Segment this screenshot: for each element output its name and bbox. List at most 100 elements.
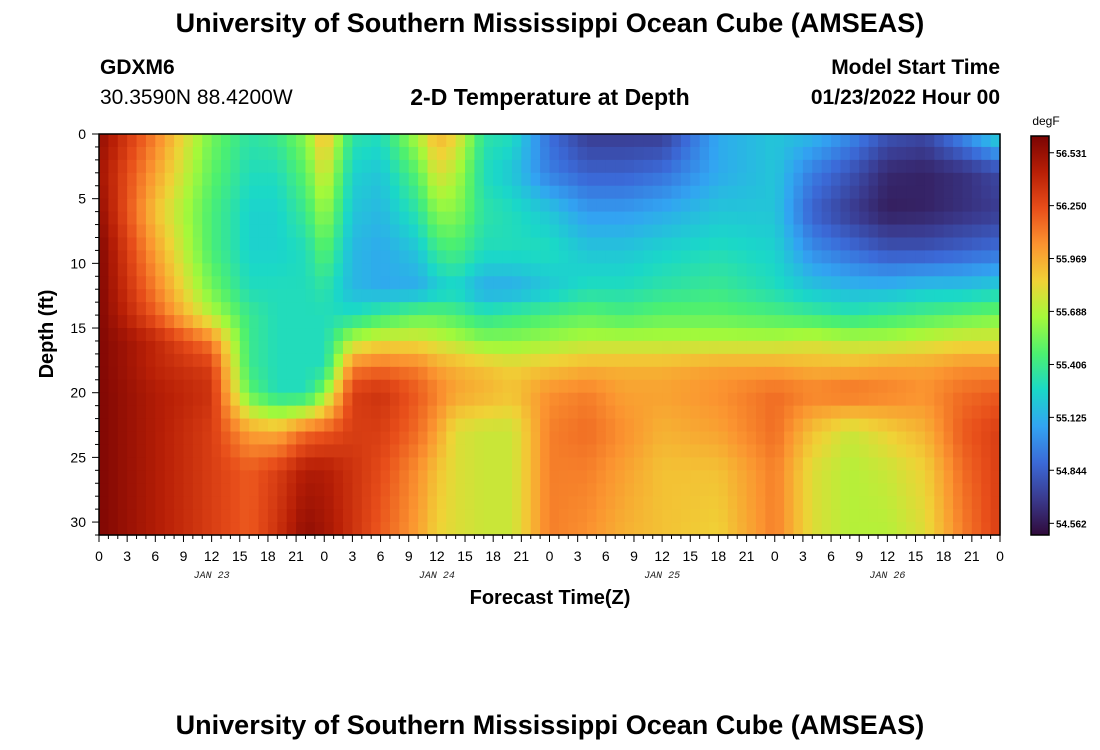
heatmap-cell [849,483,860,497]
heatmap-cell [652,328,663,342]
heatmap-cell [577,522,588,536]
heatmap-cell [821,159,832,174]
heatmap-cell [174,172,185,187]
heatmap-cell [493,509,504,523]
heatmap-cell [718,405,729,420]
heatmap-cell [549,263,560,277]
heatmap-cell [802,315,813,329]
heatmap-cell [709,509,720,523]
heatmap-cell [324,237,335,252]
x-tick-label: 0 [320,548,328,564]
heatmap-cell [399,172,410,187]
heatmap-cell [99,198,109,213]
x-tick-label: 21 [964,548,980,564]
heatmap-cell [962,237,973,252]
heatmap-cell [718,198,729,213]
heatmap-cell [155,366,166,381]
heatmap-cell [389,146,400,161]
heatmap-cell [258,250,269,264]
heatmap-cell [399,379,410,394]
heatmap-cell [633,392,644,407]
heatmap-cell [530,522,541,536]
heatmap-cell [211,224,222,239]
heatmap-cell [314,392,325,407]
heatmap-cell [314,289,325,303]
heatmap-cell [990,366,1001,381]
heatmap-cell [680,483,691,497]
heatmap-cell [446,198,457,213]
heatmap-cell [145,457,156,471]
heatmap-cell [389,457,400,471]
heatmap-cell [418,418,429,433]
heatmap-cell [258,185,269,200]
heatmap-cell [352,509,363,523]
heatmap-cell [652,366,663,381]
heatmap-cell [727,172,738,187]
heatmap-cell [446,418,457,433]
heatmap-cell [343,457,354,471]
heatmap-cell [615,522,626,536]
heatmap-cell [511,302,522,316]
heatmap-cell [258,146,269,161]
heatmap-cell [558,185,569,200]
heatmap-cell [483,185,494,200]
heatmap-cell [436,340,447,355]
heatmap-cell [821,211,832,226]
heatmap-cell [934,496,945,510]
heatmap-cell [877,250,888,264]
heatmap-cell [577,444,588,458]
heatmap-cell [474,483,485,497]
heatmap-cell [981,496,992,510]
heatmap-cell [408,263,419,277]
heatmap-cell [530,315,541,329]
heatmap-cell [953,392,964,407]
heatmap-cell [399,276,410,290]
heatmap-cell [521,379,532,394]
colorbar-tick-label: 55.969 [1056,255,1087,266]
heatmap-cell [690,211,701,226]
heatmap-cell [877,276,888,290]
heatmap-cell [849,444,860,458]
heatmap-cell [540,509,551,523]
heatmap-cell [765,366,776,381]
heatmap-cell [558,276,569,290]
heatmap-cell [296,211,307,226]
heatmap-cell [577,431,588,446]
heatmap-cell [877,340,888,355]
heatmap-cell [221,457,231,471]
heatmap-cell [399,237,410,252]
heatmap-cell [718,379,729,394]
x-tick-label: 0 [546,548,554,564]
heatmap-cell [859,134,870,148]
heatmap-cell [887,522,898,536]
heatmap-cell [906,263,917,277]
heatmap-cell [446,211,457,226]
heatmap-cell [802,198,813,213]
heatmap-cell [389,198,400,213]
heatmap-cell [343,172,354,187]
heatmap-cell [446,237,457,252]
heatmap-cell [624,418,635,433]
heatmap-cell [352,392,363,407]
heatmap-cell [633,496,644,510]
x-tick-label: 18 [711,548,727,564]
heatmap-cell [643,522,654,536]
heatmap-cell [831,185,842,200]
heatmap-cell [699,431,710,446]
heatmap-cell [596,444,607,458]
heatmap-cell [755,444,766,458]
heatmap-cell [493,185,504,200]
heatmap-cell [755,211,766,226]
heatmap-cell [765,289,776,303]
plot-subtitle: 2-D Temperature at Depth [410,84,690,110]
heatmap-cell [962,159,973,174]
heatmap-cell [981,522,992,536]
heatmap-cell [981,302,992,316]
heatmap-cell [840,211,851,226]
y-tick-label: 0 [78,126,86,142]
heatmap-cell [211,405,222,420]
x-tick-label: 15 [232,548,248,564]
heatmap-cell [633,302,644,316]
heatmap-cell [436,172,447,187]
heatmap-cell [408,198,419,213]
